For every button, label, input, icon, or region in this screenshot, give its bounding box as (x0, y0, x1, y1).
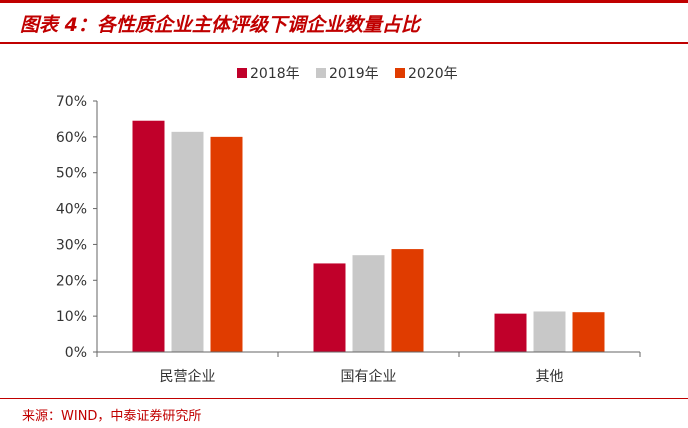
legend-swatch-2 (395, 68, 405, 78)
bar-2-0 (494, 313, 527, 352)
legend-swatch-1 (316, 68, 326, 78)
x-tick-label: 其他 (536, 369, 564, 385)
y-axis: 0% 10% 20% 30% 40% 50% 60% 70% (56, 94, 98, 361)
bar-0-2 (210, 136, 243, 352)
y-tick-label: 60% (56, 130, 87, 146)
bars (132, 120, 605, 352)
chart-title: 图表 4：各性质企业主体评级下调企业数量占比 (20, 14, 420, 36)
legend: 2018年 2019年 2020年 (237, 66, 458, 82)
y-tick-label: 10% (56, 309, 87, 325)
bar-1-0 (313, 263, 346, 352)
bar-1-1 (352, 255, 385, 352)
legend-label-1: 2019年 (329, 66, 379, 82)
y-tick-label: 30% (56, 237, 87, 253)
source-note: 来源：WIND，中泰证券研究所 (22, 409, 202, 424)
x-tick-label: 国有企业 (341, 368, 397, 385)
x-axis: 民营企业 国有企业 其他 (96, 351, 641, 385)
legend-label-2: 2020年 (408, 66, 458, 82)
y-tick-label: 40% (56, 202, 87, 218)
y-tick-label: 50% (56, 166, 87, 182)
bar-0-1 (171, 131, 204, 352)
x-tick-label: 民营企业 (160, 368, 216, 385)
bar-2-1 (533, 311, 566, 352)
legend-label-0: 2018年 (250, 66, 300, 82)
bar-0-0 (132, 120, 165, 352)
bar-chart: 2018年 2019年 2020年 0%10%20%30%40%50%60%70% … (56, 66, 641, 385)
title-bar: 图表 4：各性质企业主体评级下调企业数量占比 (0, 0, 688, 44)
bar-1-2 (391, 249, 424, 352)
y-tick-label: 20% (56, 273, 87, 289)
footer-divider (0, 398, 688, 399)
bar-2-2 (572, 312, 605, 352)
y-tick-label: 0% (65, 345, 87, 361)
y-tick-label: 70% (56, 94, 87, 110)
legend-swatch-0 (237, 68, 247, 78)
